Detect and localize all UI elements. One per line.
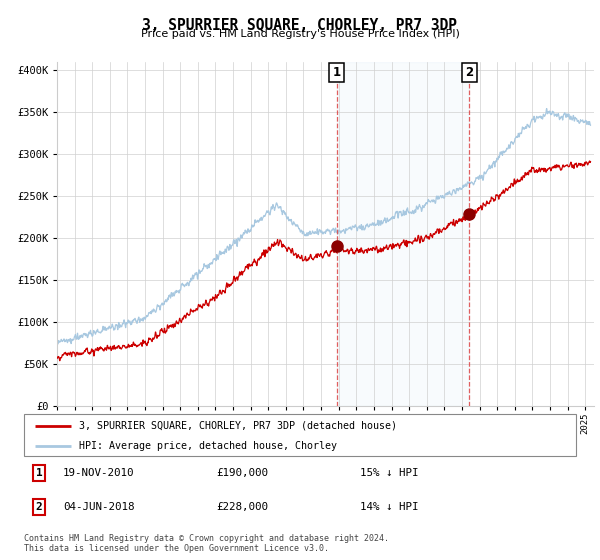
- Bar: [337, 62, 469, 406]
- Text: 1: 1: [35, 468, 43, 478]
- Text: 04-JUN-2018: 04-JUN-2018: [63, 502, 134, 512]
- Text: £190,000: £190,000: [216, 468, 268, 478]
- Text: Price paid vs. HM Land Registry's House Price Index (HPI): Price paid vs. HM Land Registry's House …: [140, 29, 460, 39]
- FancyBboxPatch shape: [24, 414, 576, 456]
- Text: 14% ↓ HPI: 14% ↓ HPI: [360, 502, 419, 512]
- Text: HPI: Average price, detached house, Chorley: HPI: Average price, detached house, Chor…: [79, 441, 337, 451]
- Text: Contains HM Land Registry data © Crown copyright and database right 2024.
This d: Contains HM Land Registry data © Crown c…: [24, 534, 389, 553]
- Text: £228,000: £228,000: [216, 502, 268, 512]
- Text: 2: 2: [35, 502, 43, 512]
- Text: 1: 1: [332, 66, 341, 79]
- Text: 15% ↓ HPI: 15% ↓ HPI: [360, 468, 419, 478]
- Text: 2: 2: [465, 66, 473, 79]
- Text: 3, SPURRIER SQUARE, CHORLEY, PR7 3DP: 3, SPURRIER SQUARE, CHORLEY, PR7 3DP: [143, 18, 458, 34]
- Text: 3, SPURRIER SQUARE, CHORLEY, PR7 3DP (detached house): 3, SPURRIER SQUARE, CHORLEY, PR7 3DP (de…: [79, 421, 397, 431]
- Text: 19-NOV-2010: 19-NOV-2010: [63, 468, 134, 478]
